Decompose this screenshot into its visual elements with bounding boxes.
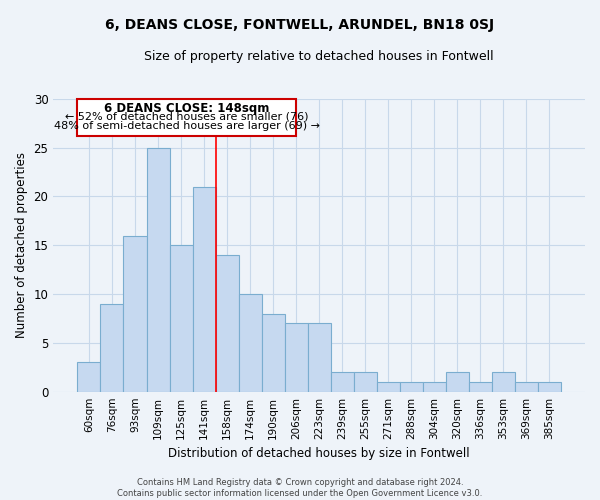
Text: ← 52% of detached houses are smaller (76): ← 52% of detached houses are smaller (76… bbox=[65, 112, 308, 122]
Bar bbox=[193, 186, 215, 392]
Text: 6 DEANS CLOSE: 148sqm: 6 DEANS CLOSE: 148sqm bbox=[104, 102, 269, 115]
FancyBboxPatch shape bbox=[77, 99, 296, 136]
Bar bbox=[284, 324, 308, 392]
Bar bbox=[538, 382, 561, 392]
Bar bbox=[469, 382, 492, 392]
Title: Size of property relative to detached houses in Fontwell: Size of property relative to detached ho… bbox=[145, 50, 494, 63]
Bar bbox=[446, 372, 469, 392]
Bar bbox=[146, 148, 170, 392]
Bar bbox=[400, 382, 423, 392]
Bar bbox=[377, 382, 400, 392]
Bar bbox=[239, 294, 262, 392]
Bar bbox=[353, 372, 377, 392]
Bar bbox=[492, 372, 515, 392]
Text: Contains HM Land Registry data © Crown copyright and database right 2024.
Contai: Contains HM Land Registry data © Crown c… bbox=[118, 478, 482, 498]
Text: 48% of semi-detached houses are larger (69) →: 48% of semi-detached houses are larger (… bbox=[54, 122, 320, 132]
Bar bbox=[515, 382, 538, 392]
Bar bbox=[331, 372, 353, 392]
Bar bbox=[423, 382, 446, 392]
Bar bbox=[77, 362, 100, 392]
Bar bbox=[100, 304, 124, 392]
Bar bbox=[308, 324, 331, 392]
Text: 6, DEANS CLOSE, FONTWELL, ARUNDEL, BN18 0SJ: 6, DEANS CLOSE, FONTWELL, ARUNDEL, BN18 … bbox=[106, 18, 494, 32]
Bar bbox=[170, 246, 193, 392]
Bar bbox=[262, 314, 284, 392]
X-axis label: Distribution of detached houses by size in Fontwell: Distribution of detached houses by size … bbox=[169, 447, 470, 460]
Y-axis label: Number of detached properties: Number of detached properties bbox=[15, 152, 28, 338]
Bar bbox=[215, 255, 239, 392]
Bar bbox=[124, 236, 146, 392]
